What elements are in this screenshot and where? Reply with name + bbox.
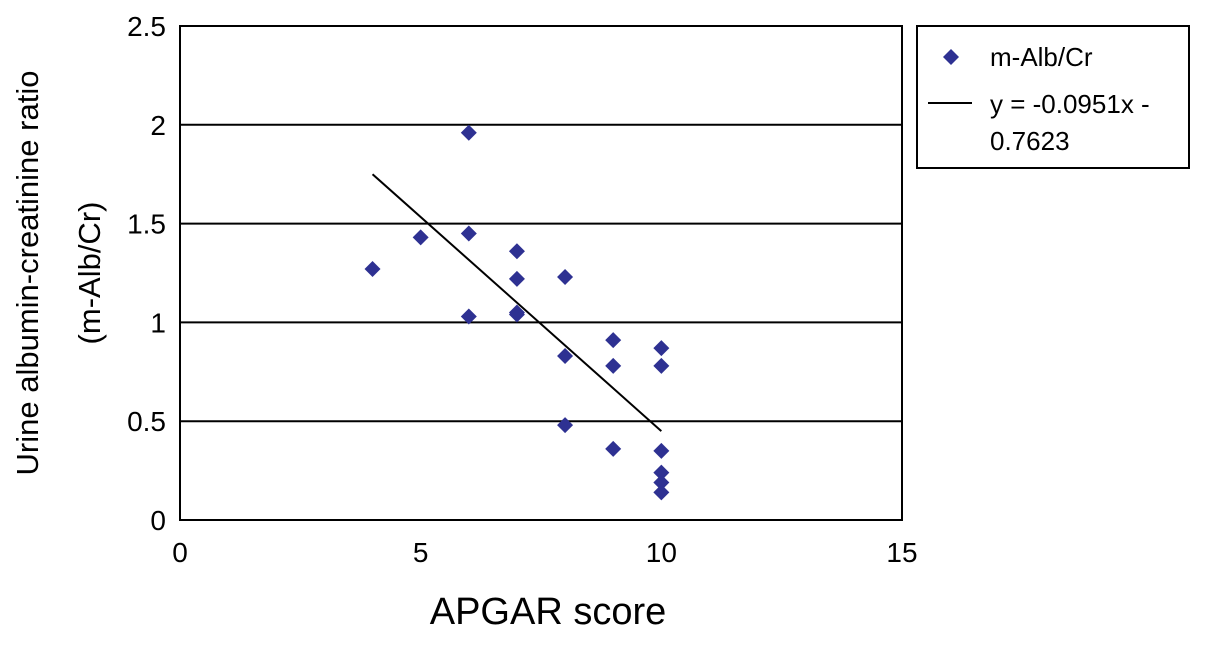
y-axis-title-line-1: Urine albumin-creatinine ratio <box>10 71 45 476</box>
x-tick-label: 0 <box>172 537 188 568</box>
data-point <box>653 357 670 374</box>
data-point <box>508 306 525 323</box>
y-axis-tick-labels: 0 0.5 1 1.5 2 2.5 <box>127 11 166 536</box>
x-tick-label: 15 <box>886 537 917 568</box>
data-point <box>460 225 477 242</box>
legend-marker-diamond-icon <box>943 49 959 65</box>
y-tick-label: 0.5 <box>127 406 166 437</box>
data-point <box>460 124 477 141</box>
legend-series-label: m-Alb/Cr <box>990 42 1093 72</box>
x-axis-title: APGAR score <box>430 591 667 633</box>
data-point <box>653 340 670 357</box>
trendline <box>371 173 662 432</box>
data-point <box>557 417 574 434</box>
data-point <box>557 347 574 364</box>
data-point <box>364 261 381 278</box>
legend-box <box>916 25 1190 169</box>
gridlines <box>180 123 902 423</box>
data-point <box>605 357 622 374</box>
data-points <box>364 124 670 501</box>
x-tick-label: 10 <box>646 537 677 568</box>
y-axis-title-line-2: (m-Alb/Cr) <box>72 202 107 345</box>
data-point <box>653 474 670 491</box>
legend-trendline-label-line-1: y = -0.0951x - <box>990 89 1150 119</box>
data-point <box>653 464 670 481</box>
data-point <box>605 440 622 457</box>
data-point <box>653 484 670 501</box>
legend: m-Alb/Cr y = -0.0951x - 0.7623 <box>916 25 1190 169</box>
data-point <box>508 243 525 260</box>
y-tick-label: 2.5 <box>127 11 166 42</box>
x-axis-tick-labels: 0 5 10 15 <box>172 537 917 568</box>
data-point <box>412 229 429 246</box>
y-tick-label: 2 <box>150 110 166 141</box>
y-tick-label: 1 <box>150 307 166 338</box>
data-point <box>557 268 574 285</box>
y-tick-label: 1.5 <box>127 209 166 240</box>
plot-area <box>179 25 903 521</box>
data-point <box>653 442 670 459</box>
y-tick-label: 0 <box>150 505 166 536</box>
trendline-group <box>371 173 662 432</box>
data-point <box>605 332 622 349</box>
plot-frame <box>179 25 903 521</box>
x-tick-label: 5 <box>413 537 429 568</box>
data-point <box>508 270 525 287</box>
data-point <box>460 308 477 325</box>
legend-trendline-label-line-2: 0.7623 <box>990 126 1070 156</box>
